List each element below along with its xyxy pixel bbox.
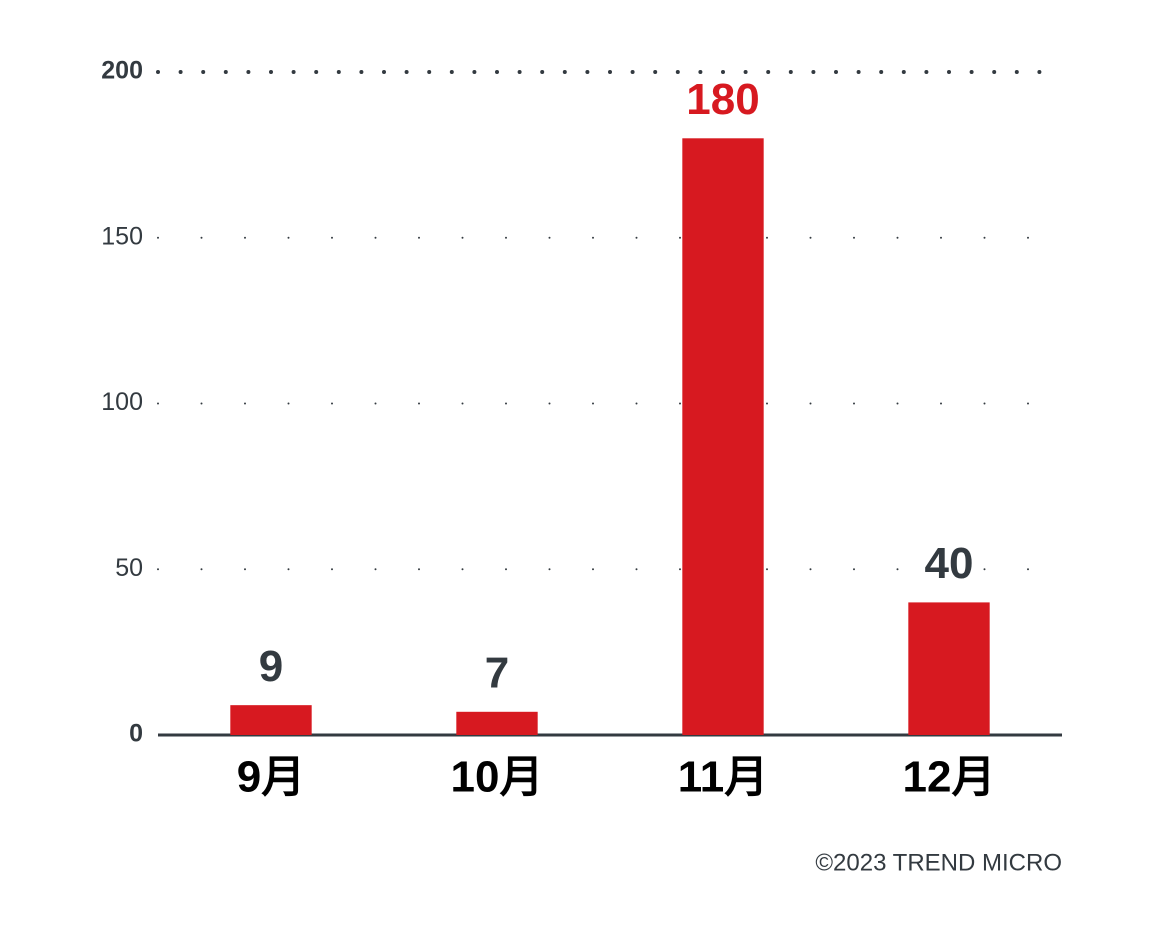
value-label: 7 [485,648,509,697]
value-label: 9 [259,642,283,691]
x-tick-label: 12月 [903,753,996,802]
y-tick-label: 150 [101,222,143,250]
value-label: 40 [925,539,974,588]
x-tick-label: 11月 [678,753,769,802]
y-tick-label: 200 [101,57,143,85]
source-note: ©2023 TREND MICRO [815,849,1062,876]
bar [682,138,764,736]
x-tick-label: 10月 [451,753,544,802]
bar [230,705,312,735]
value-label: 180 [686,75,759,124]
y-tick-label: 50 [115,554,143,582]
bar [456,711,538,735]
x-tick-label: 9月 [237,753,305,802]
y-tick-label: 0 [129,720,143,748]
bar [908,602,990,735]
y-tick-label: 100 [101,388,143,416]
